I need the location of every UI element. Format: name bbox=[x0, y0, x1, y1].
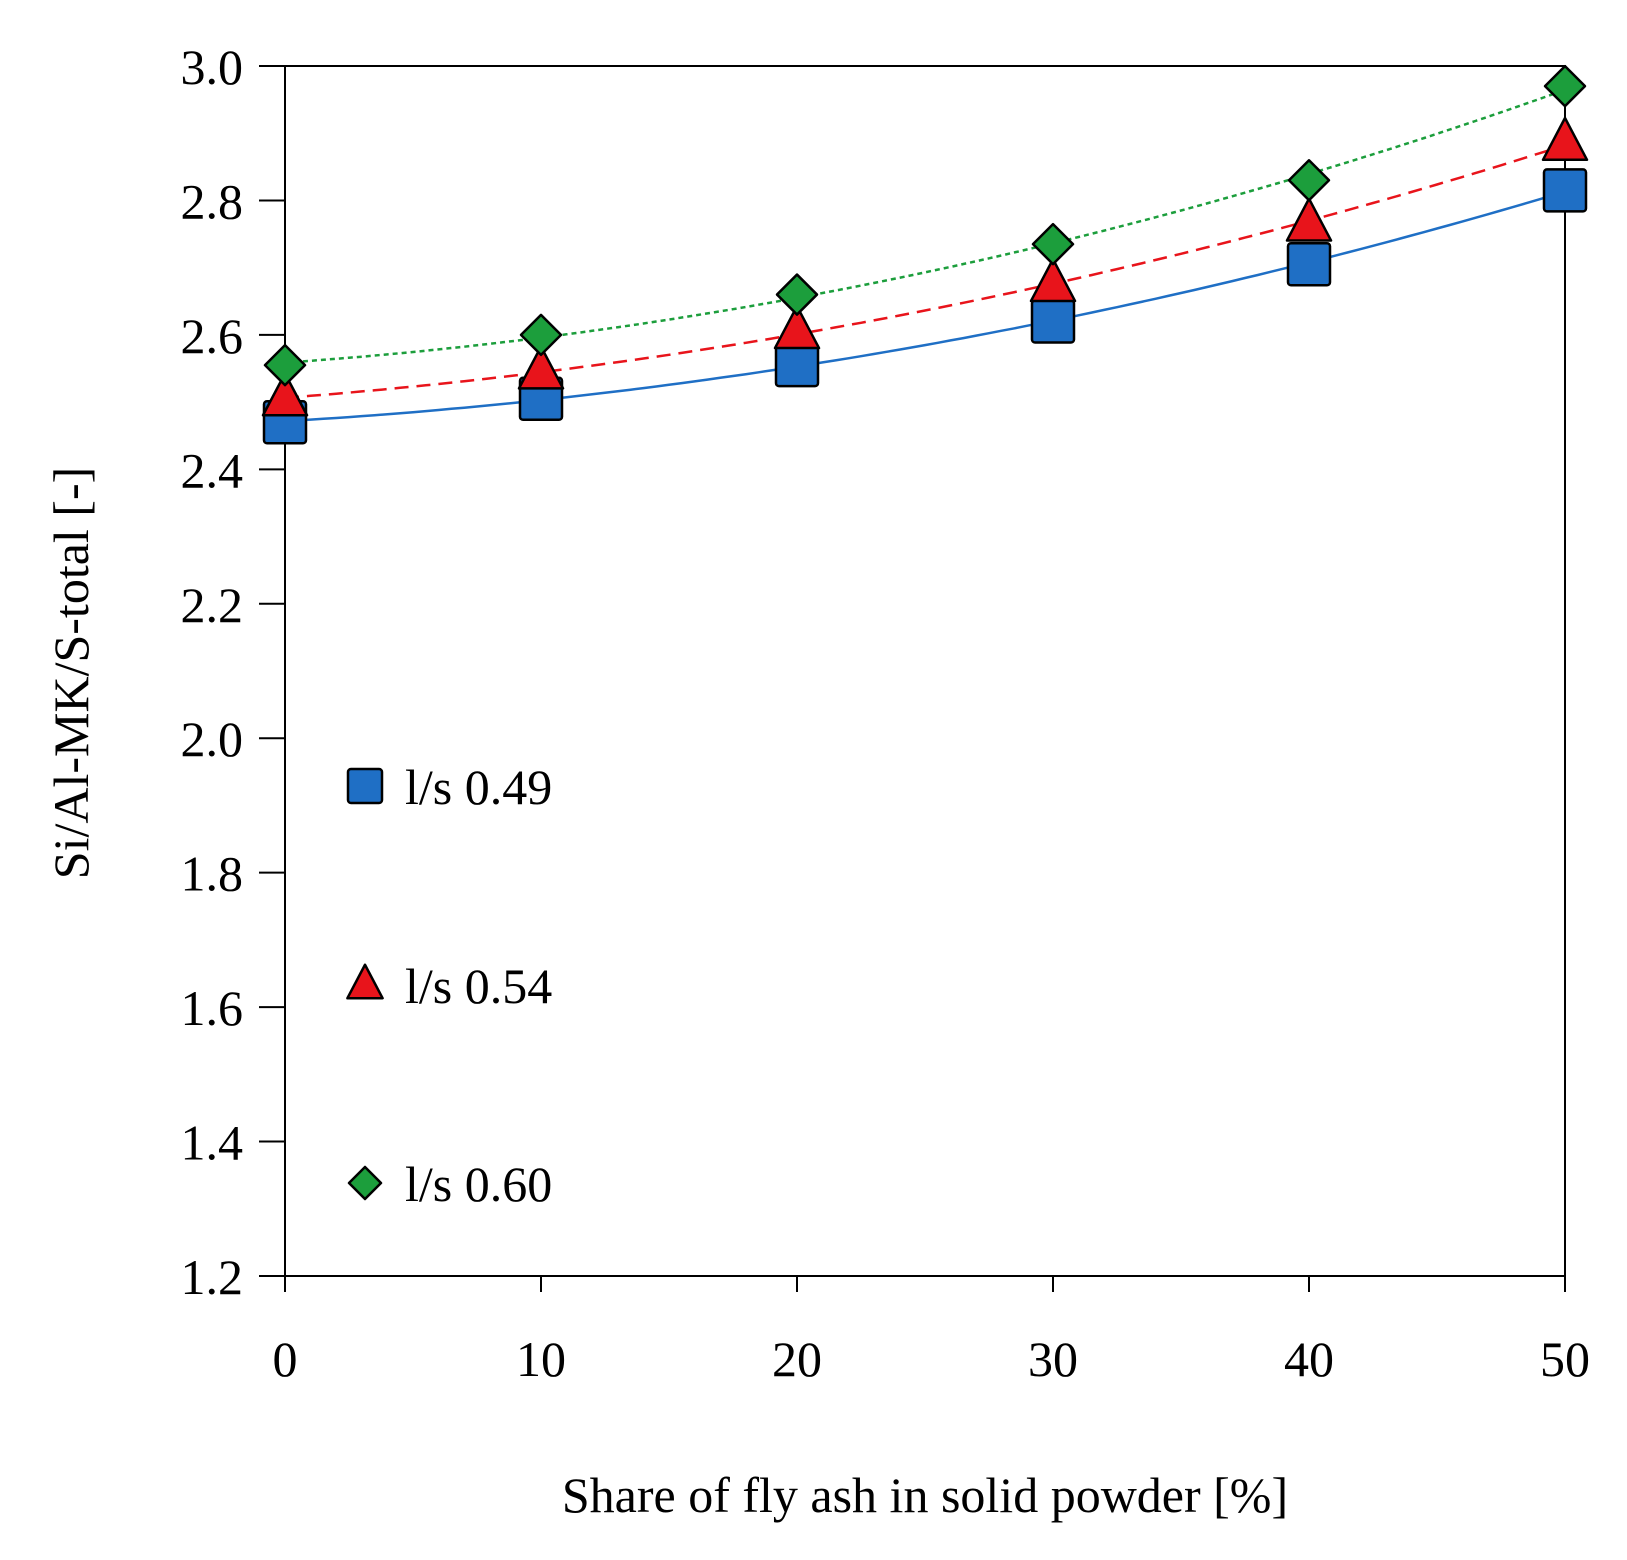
y-tick-label: 1.8 bbox=[181, 846, 244, 902]
data-point-series-0 bbox=[1030, 299, 1076, 344]
data-point-series-1 bbox=[261, 372, 309, 417]
y-tick-label: 1.6 bbox=[181, 980, 244, 1036]
legend-label-1: l/s 0.54 bbox=[405, 958, 552, 1014]
y-tick-label: 2.8 bbox=[181, 173, 244, 229]
x-tick-label: 40 bbox=[1284, 1331, 1334, 1387]
data-point-series-1 bbox=[1541, 116, 1589, 162]
legend: l/s 0.49 l/s 0.54 l/s 0.60 bbox=[346, 759, 552, 1212]
trendline-series-1 bbox=[284, 144, 1566, 400]
data-point-series-2 bbox=[263, 343, 307, 387]
legend-marker-2 bbox=[347, 1165, 383, 1201]
y-tick-label: 1.4 bbox=[181, 1115, 244, 1171]
x-tick-label: 30 bbox=[1028, 1331, 1078, 1387]
legend-marker-0 bbox=[346, 767, 384, 805]
y-tick-label: 3.0 bbox=[181, 39, 244, 95]
data-point-series-0 bbox=[774, 342, 820, 388]
data-point-series-2 bbox=[1287, 159, 1331, 202]
y-tick-label: 1.2 bbox=[181, 1249, 244, 1305]
y-axis-title: Si/Al-MK/S-total [-] bbox=[43, 467, 99, 879]
x-tick-label: 50 bbox=[1540, 1331, 1590, 1387]
data-point-series-2 bbox=[519, 313, 563, 357]
y-axis: 1.2 1.4 1.6 1.8 2.0 2.2 2.4 2.6 2.8 3.0 bbox=[181, 39, 285, 1305]
y-tick-label: 2.6 bbox=[181, 308, 244, 364]
plot-border bbox=[284, 65, 1566, 1277]
x-axis-title: Share of fly ash in solid powder [%] bbox=[562, 1467, 1288, 1523]
data-point-series-0 bbox=[1286, 242, 1332, 287]
data-point-series-2 bbox=[1031, 222, 1075, 266]
x-tick-label: 10 bbox=[516, 1331, 566, 1387]
data-point-series-1 bbox=[517, 345, 565, 390]
x-tick-label: 20 bbox=[772, 1331, 822, 1387]
data-point-series-1 bbox=[1285, 197, 1333, 242]
plot-area bbox=[284, 65, 1566, 1277]
y-tick-label: 2.2 bbox=[181, 577, 244, 633]
data-point-series-1 bbox=[1029, 257, 1077, 303]
legend-marker-1 bbox=[346, 963, 384, 1000]
x-tick-label: 0 bbox=[273, 1331, 298, 1387]
data-point-series-0 bbox=[1542, 168, 1588, 213]
legend-label-0: l/s 0.49 bbox=[405, 759, 552, 815]
y-tick-label: 2.4 bbox=[181, 442, 244, 498]
data-point-series-2 bbox=[1543, 64, 1587, 108]
y-tick-label: 2.0 bbox=[181, 711, 244, 767]
data-markers bbox=[261, 64, 1589, 445]
legend-label-2: l/s 0.60 bbox=[405, 1156, 552, 1212]
data-point-series-1 bbox=[773, 304, 821, 350]
trendlines bbox=[284, 88, 1566, 423]
trendline-series-0 bbox=[284, 190, 1566, 423]
data-point-series-2 bbox=[775, 273, 819, 316]
x-axis: 0 10 20 30 40 50 bbox=[273, 1276, 1590, 1387]
